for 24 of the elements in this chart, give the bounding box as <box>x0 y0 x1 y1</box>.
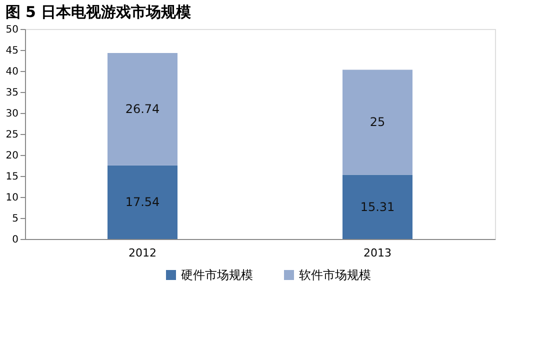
bar <box>342 174 412 239</box>
y-tick-label: 20 <box>6 150 18 162</box>
legend-label: 软件市场规模 <box>299 268 371 282</box>
data-label: 25 <box>370 115 386 130</box>
y-tick-label: 0 <box>12 234 18 246</box>
data-label: 17.54 <box>125 195 160 210</box>
bar <box>342 70 412 175</box>
y-tick-label: 10 <box>6 192 18 204</box>
legend-label: 硬件市场规模 <box>181 268 253 282</box>
y-tick-label: 25 <box>6 130 18 140</box>
y-tick-label: 5 <box>12 214 18 224</box>
y-tick-label: 40 <box>6 66 18 78</box>
y-tick-label: 35 <box>6 88 18 98</box>
y-tick-label: 45 <box>6 46 18 56</box>
chart-title: 图 5 日本电视游戏市场规模 <box>5 3 192 21</box>
bar <box>108 53 178 166</box>
x-tick-label: 2013 <box>364 246 392 260</box>
data-label: 15.31 <box>360 200 395 214</box>
y-tick-label: 15 <box>6 172 18 182</box>
y-tick-label: 30 <box>6 108 18 120</box>
y-tick-label: 50 <box>6 24 18 36</box>
bar <box>108 165 178 239</box>
data-label: 26.74 <box>125 102 160 116</box>
x-tick-label: 2012 <box>128 246 156 260</box>
